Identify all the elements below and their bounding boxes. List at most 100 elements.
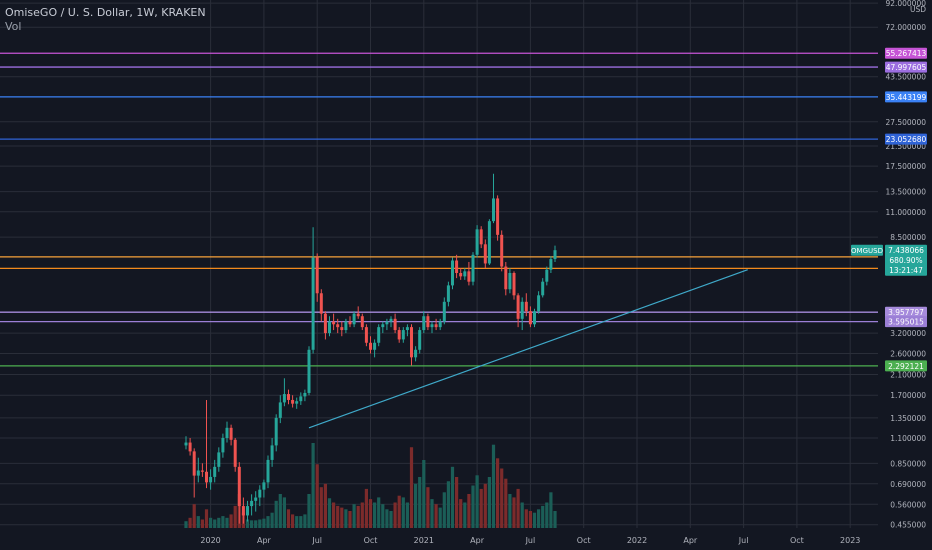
candle-69 — [467, 261, 471, 286]
candle-67 — [459, 268, 463, 280]
level-label-box — [885, 61, 927, 73]
volume-bar-10 — [225, 517, 229, 528]
level-label-box — [885, 47, 927, 59]
y-tick-label-15: 0.850000 — [890, 459, 926, 468]
volume-bar-45 — [368, 499, 373, 528]
candle-3 — [196, 457, 200, 483]
volume-bar-1 — [188, 517, 192, 528]
candle-body — [512, 272, 516, 296]
candle-body — [233, 439, 237, 467]
candle-body — [373, 342, 377, 350]
candle-1 — [188, 437, 192, 456]
candle-6 — [209, 469, 213, 490]
candle-body — [200, 470, 204, 472]
volume-bar-61 — [434, 504, 438, 528]
candle-body — [303, 392, 307, 397]
candle-83 — [524, 293, 528, 317]
candle-39 — [344, 318, 348, 334]
candle-31 — [311, 227, 315, 354]
volume-bar-90 — [553, 511, 557, 528]
volume-indicator-label[interactable]: Vol — [5, 20, 22, 33]
volume-bar-23 — [278, 494, 282, 528]
volume-bar-20 — [266, 516, 270, 528]
candle-body — [549, 259, 553, 270]
candle-body — [377, 327, 381, 343]
volume-bar-68 — [463, 502, 467, 528]
volume-bar-48 — [381, 504, 385, 528]
candle-72 — [479, 226, 483, 249]
time-axis[interactable]: 2020 Apr Jul Oct 2021 Apr Jul Oct 2022 Apr Jul Oct 2… — [200, 536, 860, 545]
volume-bar-88 — [545, 502, 549, 528]
symbol-tag-box — [851, 244, 883, 256]
volume-bar-76 — [496, 458, 500, 528]
candle-84 — [528, 306, 532, 328]
candle-body — [299, 396, 303, 402]
volume-bar-40 — [348, 511, 352, 528]
candle-body — [270, 445, 274, 460]
candle-48 — [381, 321, 385, 334]
candle-87 — [541, 278, 545, 298]
candle-61 — [434, 318, 438, 331]
candle-25 — [287, 389, 290, 405]
candle-body — [410, 327, 413, 358]
candle-body — [225, 427, 229, 438]
candle-body — [496, 198, 500, 235]
candle-body — [274, 417, 278, 446]
candle-19 — [262, 479, 266, 498]
volume-bar-66 — [455, 477, 459, 528]
volume-bar-86 — [537, 509, 541, 528]
candle-body — [537, 295, 541, 312]
candle-body — [504, 266, 508, 290]
candle-body — [315, 257, 319, 294]
volume-bar-6 — [209, 517, 213, 528]
volume-bar-50 — [389, 511, 393, 528]
volume-bar-35 — [327, 498, 332, 528]
volume-bar-41 — [352, 504, 356, 528]
y-tick-label-6: 13.500000 — [885, 188, 926, 197]
candle-body — [487, 221, 491, 264]
volume-bar-33 — [319, 487, 323, 528]
candle-body — [528, 311, 532, 325]
volume-bar-64 — [446, 481, 450, 528]
candle-body — [241, 506, 245, 516]
candle-body — [381, 324, 385, 328]
level-label-text: 47.997605 — [886, 63, 927, 72]
candle-46 — [373, 339, 377, 358]
volume-bar-28 — [299, 516, 303, 528]
volume-bar-46 — [373, 502, 377, 528]
y-tick-label-14: 1.100000 — [890, 434, 926, 443]
volume-bar-54 — [405, 502, 409, 528]
candle-body — [311, 257, 315, 350]
candle-80 — [512, 271, 516, 300]
candle-body — [524, 301, 528, 312]
volume-bar-4 — [200, 519, 204, 528]
candle-body — [500, 234, 504, 267]
candle-body — [533, 311, 536, 325]
level-label-text: 55.267413 — [886, 49, 927, 58]
x-tick-label-0: 2020 — [200, 536, 220, 545]
candle-body — [442, 301, 446, 322]
volume-bar-52 — [397, 495, 401, 528]
volume-bar-0 — [184, 521, 188, 528]
level-label-8: 2.292121 — [885, 360, 927, 372]
candle-86 — [537, 291, 541, 314]
candle-14 — [241, 497, 245, 524]
candle-76 — [496, 195, 500, 241]
candle-10 — [225, 421, 229, 443]
candle-body — [278, 402, 282, 418]
candle-44 — [364, 324, 368, 347]
x-tick-label-4: 2021 — [414, 536, 434, 545]
candle-88 — [545, 266, 549, 286]
volume-bar-25 — [286, 509, 291, 528]
x-tick-label-1: Apr — [257, 536, 272, 545]
y-tick-label-0: 92.000000 — [885, 0, 926, 8]
candle-0 — [184, 436, 188, 450]
candle-body — [213, 466, 217, 477]
volume-bar-51 — [393, 502, 397, 528]
candle-33 — [319, 289, 323, 322]
candle-62 — [438, 318, 442, 331]
candle-82 — [520, 297, 524, 331]
y-tick-label-17: 0.560000 — [890, 500, 926, 509]
candle-28 — [299, 392, 303, 405]
